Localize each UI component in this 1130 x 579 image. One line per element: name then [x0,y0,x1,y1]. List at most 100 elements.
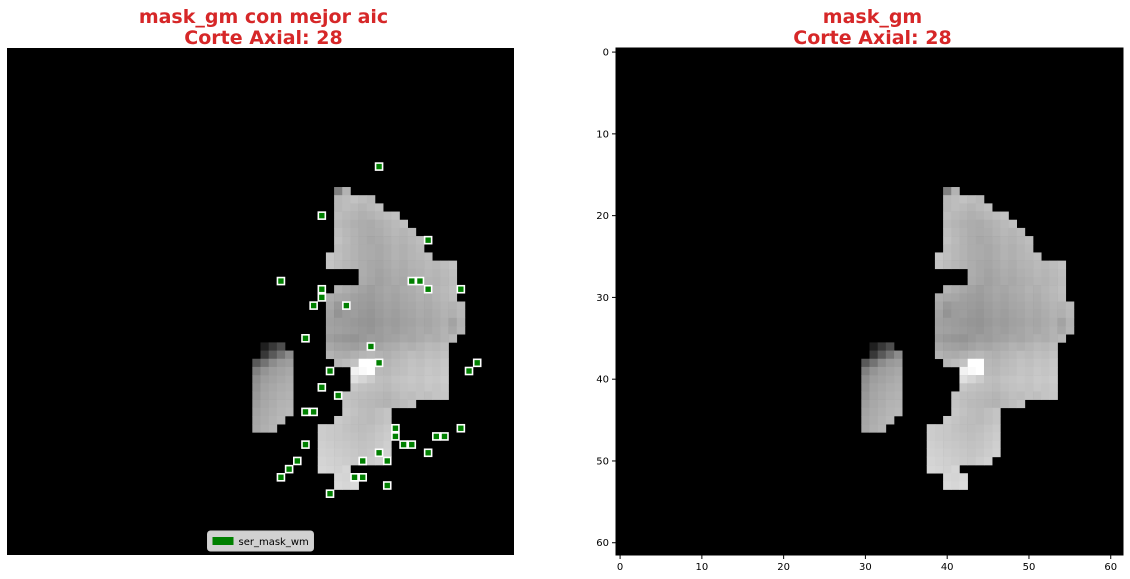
mask-pixel [1016,236,1026,245]
mask-pixel [967,219,977,229]
mask-pixel [268,383,278,392]
mask-pixel [1000,236,1009,245]
mask-pixel [448,301,458,310]
mask-pixel [399,252,408,261]
mask-pixel [383,358,392,368]
mask-pixel [424,252,433,261]
mask-pixel [975,244,985,253]
mask-pixel [407,227,417,237]
mask-pixel [1008,301,1017,310]
mask-pixel [975,432,985,441]
scatter-points [276,162,482,498]
mask-pixel [861,415,870,425]
mask-pixel [334,424,343,433]
mask-pixel [358,219,368,229]
mask-pixel [1008,399,1017,409]
mask-pixel [391,317,400,327]
mask-pixel [383,268,392,278]
mask-pixel [869,350,878,360]
mask-pixel [358,227,368,237]
mask-pixel [959,227,968,237]
mask-pixel [1033,293,1042,302]
mask-pixel [943,415,952,425]
mask-pixel [415,309,425,319]
mask-pixel [366,276,376,286]
mask-pixel [407,301,417,310]
mask-pixel [951,424,960,433]
mask-pixel [383,391,392,400]
mask-pixel [992,350,1001,360]
mask-pixel [975,342,985,351]
mask-pixel [967,276,977,286]
mask-pixel [885,358,895,368]
mask-pixel [1000,391,1009,400]
mask-pixel [967,391,977,400]
mask-pixel [959,309,968,319]
mask-pixel [415,391,425,400]
mask-pixel [285,391,294,400]
mask-pixel [926,448,936,458]
mask-pixel [383,440,392,449]
mask-pixel [285,350,294,360]
scatter-point [374,358,384,368]
mask-pixel [432,309,441,319]
mask-pixel [959,301,968,310]
mask-pixel [366,211,376,221]
mask-pixel [951,432,960,441]
mask-pixel [959,456,968,466]
mask-pixel [992,334,1001,343]
mask-pixel [342,399,351,409]
mask-pixel [951,456,960,466]
mask-pixel [334,244,343,253]
mask-pixel [1033,317,1042,327]
mask-pixel [943,317,952,327]
mask-pixel [975,448,985,458]
mask-pixel [1041,358,1050,368]
scatter-point [292,456,302,466]
mask-pixel [334,252,343,261]
mask-pixel [374,391,384,400]
mask-pixel [1008,293,1017,302]
mask-pixel [358,448,368,458]
mask-pixel [1041,391,1050,400]
mask-pixel [951,195,960,204]
mask-pixel [424,260,433,270]
mask-pixel [350,285,359,294]
mask-pixel [967,399,977,409]
mask-pixel [350,366,359,376]
mask-pixel [959,342,968,351]
mask-pixel [1008,391,1017,400]
mask-pixel [334,465,343,474]
mask-pixel [391,268,400,278]
mask-pixel [1024,391,1034,400]
mask-pixel [366,407,376,417]
mask-pixel [1024,342,1034,351]
mask-pixel [951,358,960,368]
mask-pixel [869,358,878,368]
mask-pixel [415,375,425,384]
mask-pixel [252,391,261,400]
mask-pixel [366,236,376,245]
mask-pixel [1000,276,1009,286]
mask-pixel [885,350,895,360]
mask-pixel [951,334,960,343]
mask-pixel [325,309,335,319]
left-chart-title-line2: Corte Axial: 28 [184,27,343,49]
mask-pixel [268,375,278,384]
mask-pixel [268,424,278,433]
mask-pixel [285,366,294,376]
mask-pixel [342,424,351,433]
scatter-point [309,301,318,310]
mask-pixel [374,326,384,335]
mask-pixel [975,285,985,294]
mask-pixel [374,375,384,384]
mask-pixel [366,415,376,425]
mask-pixel [894,375,903,384]
mask-pixel [1008,358,1017,368]
mask-pixel [943,285,952,294]
mask-pixel [975,227,985,237]
mask-pixel [943,309,952,319]
mask-pixel [975,334,985,343]
mask-pixel [1016,383,1026,392]
mask-pixel [877,415,887,425]
